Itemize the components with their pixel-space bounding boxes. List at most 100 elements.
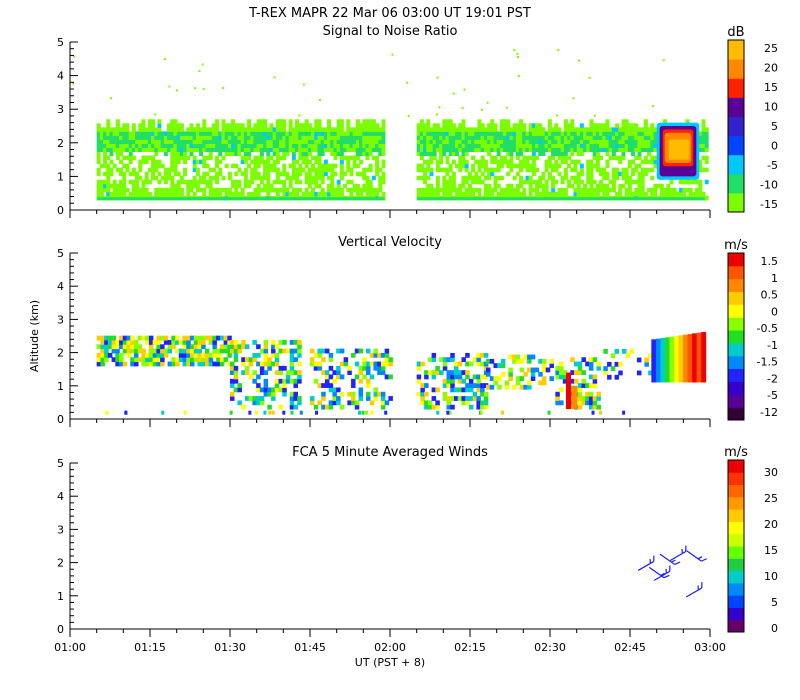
snr-cell [330, 135, 335, 140]
snr-cell [343, 183, 348, 189]
snr-cell [176, 139, 181, 144]
wind-barb-flag [697, 585, 699, 591]
colorbar-swatch [728, 407, 744, 421]
snr-cell [445, 127, 450, 132]
snr-cell [499, 119, 504, 124]
vel-speckle [229, 410, 233, 415]
snr-cell [429, 171, 434, 177]
vel-speckle [436, 410, 440, 415]
snr-cell [151, 139, 156, 144]
snr-cell [176, 159, 181, 165]
snr-speckle [572, 97, 575, 100]
vel-cell [145, 352, 150, 358]
snr-baseline [416, 197, 705, 201]
snr-cell [605, 183, 610, 189]
snr-cell [583, 191, 588, 197]
snr-cell [544, 131, 549, 136]
snr-cell [192, 183, 197, 189]
vel-cell [351, 378, 356, 384]
vel-cell [358, 391, 364, 397]
snr-cell [147, 131, 152, 136]
snr-cell [231, 127, 236, 132]
snr-cell [336, 191, 341, 197]
snr-cell [371, 191, 376, 197]
snr-cell [304, 163, 309, 169]
snr-cell [311, 187, 316, 193]
snr-cell [461, 127, 466, 132]
snr-cell [573, 131, 578, 136]
snr-cell [170, 179, 175, 185]
vel-cell [297, 344, 302, 350]
snr-cell [247, 123, 252, 128]
snr-cell [650, 155, 655, 161]
snr-cell [426, 123, 431, 128]
snr-cell [592, 179, 597, 185]
snr-cell [493, 127, 498, 132]
snr-cell [202, 147, 207, 153]
snr-cell [253, 155, 258, 161]
snr-cell [624, 139, 629, 144]
snr-cell [631, 135, 636, 140]
snr-cell [461, 179, 466, 185]
snr-cell [250, 191, 255, 197]
snr-cell [237, 179, 242, 185]
snr-cell [368, 131, 373, 136]
snr-cell [135, 183, 140, 189]
snr-cell [503, 135, 508, 140]
snr-cell [493, 139, 498, 144]
vel-cell [182, 352, 188, 358]
snr-cell [461, 123, 466, 128]
snr-cell [602, 191, 607, 197]
snr-cell [416, 131, 421, 136]
snr-cell [311, 135, 316, 140]
snr-cell [605, 143, 610, 149]
snr-cell [439, 131, 444, 136]
snr-cell [176, 155, 181, 161]
vel-stripe [687, 334, 693, 383]
snr-speckle [557, 49, 560, 52]
vel-cell [592, 400, 598, 406]
snr-cell [615, 147, 620, 153]
snr-cell [512, 147, 517, 153]
colorbar-swatch [728, 619, 744, 633]
vel-cell [297, 370, 302, 376]
vel-cell [107, 344, 113, 350]
snr-cell [237, 151, 242, 157]
snr-cell [579, 151, 584, 157]
snr-cell [528, 187, 533, 193]
vel-cell [384, 361, 390, 367]
snr-cell [240, 135, 245, 140]
snr-cell [551, 143, 556, 149]
snr-cell [464, 179, 469, 185]
snr-cell [544, 191, 549, 197]
snr-cell [535, 179, 540, 185]
vel-cell [248, 374, 254, 380]
snr-cell [637, 155, 642, 161]
vel-cell [530, 354, 536, 360]
snr-cell [576, 179, 581, 185]
colorbar-tick-label: 0 [771, 305, 778, 318]
vel-cell [107, 335, 113, 341]
vel-cell [178, 339, 184, 345]
vel-cell [134, 348, 139, 354]
snr-cell [467, 139, 472, 144]
wind-barb [669, 545, 687, 561]
snr-cell [311, 143, 316, 149]
colorbar-tick-label: 20 [764, 62, 778, 75]
snr-cell [704, 147, 709, 153]
snr-cell [333, 127, 338, 132]
snr-cell [368, 123, 373, 128]
snr-cell [608, 179, 613, 185]
vel-cell [373, 361, 378, 367]
snr-cell [234, 147, 239, 153]
vel-cell [160, 344, 165, 350]
snr-cell [263, 139, 268, 144]
vel-cell [424, 383, 429, 388]
colorbar-swatch [728, 154, 744, 175]
vel-cell [592, 357, 598, 363]
wind-barb-flag [665, 568, 667, 574]
snr-cell [368, 143, 373, 149]
snr-cell [631, 139, 636, 144]
vel-cell [134, 361, 139, 367]
vel-cell [493, 376, 498, 381]
